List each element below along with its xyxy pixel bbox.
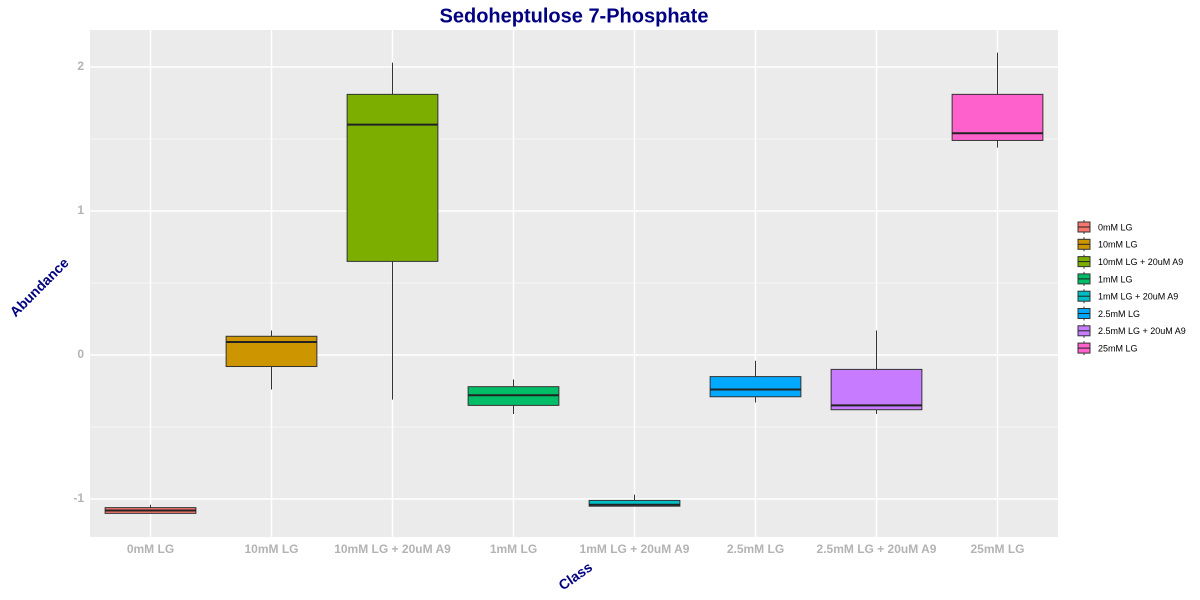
legend-label: 2.5mM LG + 20uM A9 [1098,326,1186,336]
box [588,499,681,507]
box [225,335,318,368]
x-tick-label: 2.5mM LG [727,542,784,556]
x-tick-label: 0mM LG [127,542,174,556]
x-tick-label: 25mM LG [970,542,1024,556]
y-tick-label: 2 [77,59,84,73]
chart-title: Sedoheptulose 7-Phosphate [440,5,709,27]
legend-label: 0mM LG [1098,222,1133,232]
box [709,376,802,398]
x-tick-label: 10mM LG + 20uM A9 [334,542,451,556]
legend-label: 1mM LG [1098,274,1133,284]
x-tick-label: 10mM LG [244,542,298,556]
plot-panel [90,30,1058,537]
box [346,93,439,262]
y-tick-label: -1 [73,491,84,505]
legend-label: 1mM LG + 20uM A9 [1098,292,1178,302]
marks [104,52,1044,514]
x-axis-title: Class [555,559,595,594]
box [830,368,923,411]
legend-label: 10mM LG + 20uM A9 [1098,257,1183,267]
x-tick-label: 2.5mM LG + 20uM A9 [817,542,937,556]
y-tick-label: 0 [77,347,84,361]
grid [90,30,1058,537]
legend: 0mM LG 10mM LG 10mM LG + 20uM A9 1mM LG 1mM … [1077,220,1186,356]
legend-label: 25mM LG [1098,343,1138,353]
y-axis-title: Abundance [6,254,71,319]
y-tick-label: 1 [77,203,84,217]
legend-label: 2.5mM LG [1098,309,1140,319]
x-tick-label: 1mM LG + 20uM A9 [580,542,690,556]
x-tick-label: 1mM LG [490,542,537,556]
legend-label: 10mM LG [1098,240,1138,250]
